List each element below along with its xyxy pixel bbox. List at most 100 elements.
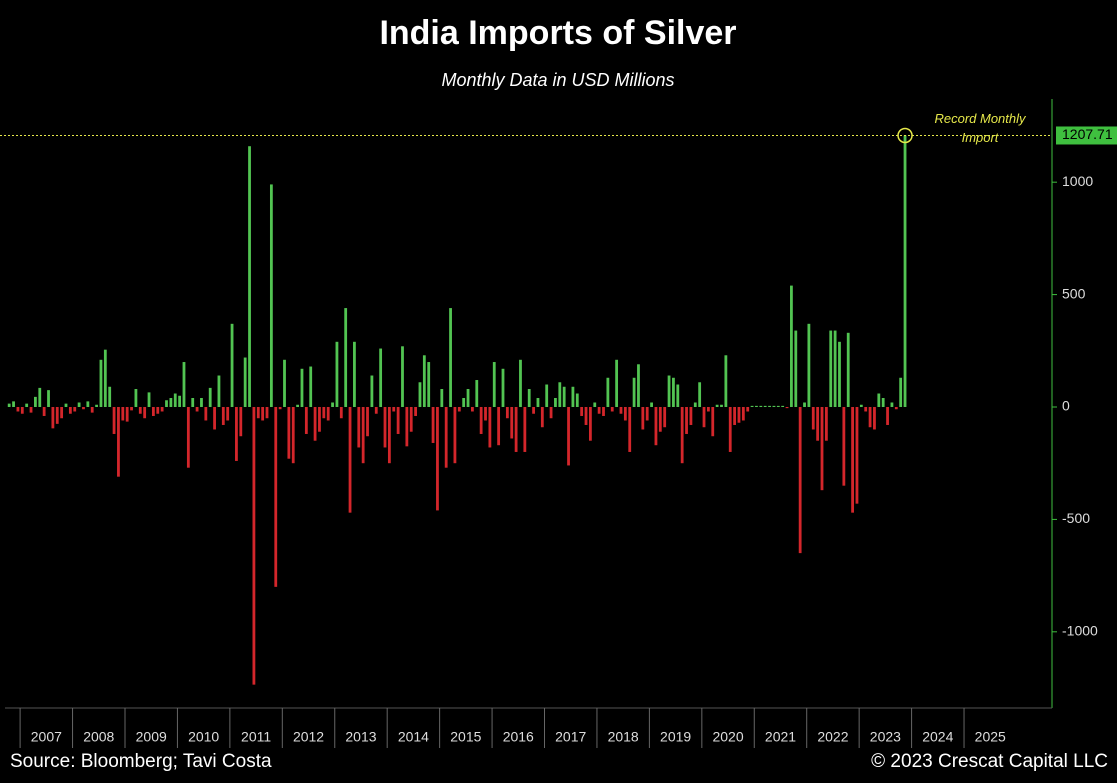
bar — [597, 406, 601, 414]
x-tick-label: 2008 — [83, 729, 114, 745]
bar — [213, 406, 216, 430]
bar — [658, 406, 662, 432]
bar — [387, 406, 391, 464]
bar — [296, 404, 300, 407]
bar — [803, 402, 806, 407]
bar — [877, 393, 881, 407]
bar — [562, 386, 566, 407]
bar — [615, 359, 619, 407]
bar — [287, 406, 291, 459]
bar — [112, 406, 116, 434]
bar — [252, 406, 256, 685]
bar — [746, 406, 750, 412]
bar — [567, 406, 570, 466]
bar — [453, 406, 457, 464]
bar — [763, 405, 767, 407]
bar — [331, 402, 334, 407]
y-tick-label: 500 — [1062, 285, 1086, 301]
bar — [523, 406, 527, 452]
bar — [706, 406, 710, 412]
bar — [274, 406, 278, 587]
annotation: Record Monthly Import — [934, 111, 1026, 145]
bar — [702, 406, 706, 428]
bar — [637, 364, 640, 407]
y-tick-label: -500 — [1062, 510, 1090, 526]
bar — [405, 406, 409, 447]
bar — [431, 406, 435, 443]
bar — [903, 135, 907, 407]
x-tick-label: 2019 — [660, 729, 691, 745]
bar — [326, 406, 330, 421]
bar — [370, 375, 374, 407]
bar — [401, 346, 404, 407]
bar — [414, 406, 417, 416]
bar — [291, 406, 295, 464]
bar — [121, 406, 125, 421]
bar — [226, 406, 230, 421]
bar — [505, 406, 509, 419]
bar — [335, 341, 339, 407]
x-tick-label: 2021 — [765, 729, 796, 745]
bar — [86, 401, 90, 407]
bar — [859, 404, 863, 407]
bar — [833, 330, 837, 407]
bar — [379, 348, 383, 407]
bar — [650, 402, 653, 407]
bar — [868, 406, 872, 428]
bar — [846, 332, 850, 407]
bar — [623, 406, 627, 421]
bar — [60, 406, 64, 419]
bar — [173, 393, 177, 407]
x-tick-label: 2025 — [975, 729, 1006, 745]
bar — [462, 398, 466, 407]
bar — [510, 406, 514, 439]
bar — [593, 402, 597, 407]
bar — [283, 359, 286, 407]
bar — [418, 382, 422, 407]
bar — [151, 406, 155, 416]
bar — [741, 406, 745, 421]
bar — [208, 387, 212, 407]
bar — [134, 389, 138, 407]
bar — [322, 406, 326, 419]
bar — [737, 406, 741, 423]
bar — [313, 406, 317, 441]
value-label: 1207.71 — [1062, 126, 1113, 142]
value-tag — [1056, 126, 1117, 145]
bar — [248, 146, 251, 407]
bar — [304, 406, 308, 434]
bar — [422, 355, 426, 407]
bar — [200, 398, 203, 407]
bar — [457, 406, 461, 412]
bar — [186, 406, 190, 468]
bar — [728, 406, 732, 452]
x-tick-label: 2018 — [608, 729, 639, 745]
bar — [886, 406, 889, 425]
bar — [571, 386, 575, 407]
bar — [488, 406, 492, 448]
bar — [881, 398, 885, 407]
bar — [103, 349, 107, 407]
bar — [12, 401, 15, 407]
x-tick-label: 2015 — [450, 729, 481, 745]
bar — [724, 355, 728, 407]
bar — [484, 406, 487, 421]
bar — [230, 323, 234, 407]
bar — [195, 406, 199, 412]
bar — [549, 406, 553, 419]
bar — [68, 406, 72, 414]
bar — [243, 357, 247, 407]
bar — [894, 406, 898, 410]
bar — [816, 406, 820, 441]
source: Source: Bloomberg; Tavi Costa — [10, 751, 272, 772]
bar — [221, 406, 225, 425]
bar — [130, 406, 133, 411]
x-tick-label: 2017 — [555, 729, 586, 745]
bar — [676, 384, 680, 407]
bar — [580, 406, 584, 416]
bar — [344, 308, 348, 407]
bar — [348, 406, 352, 513]
bar — [680, 406, 684, 464]
bar — [654, 406, 658, 446]
bar — [318, 406, 321, 432]
